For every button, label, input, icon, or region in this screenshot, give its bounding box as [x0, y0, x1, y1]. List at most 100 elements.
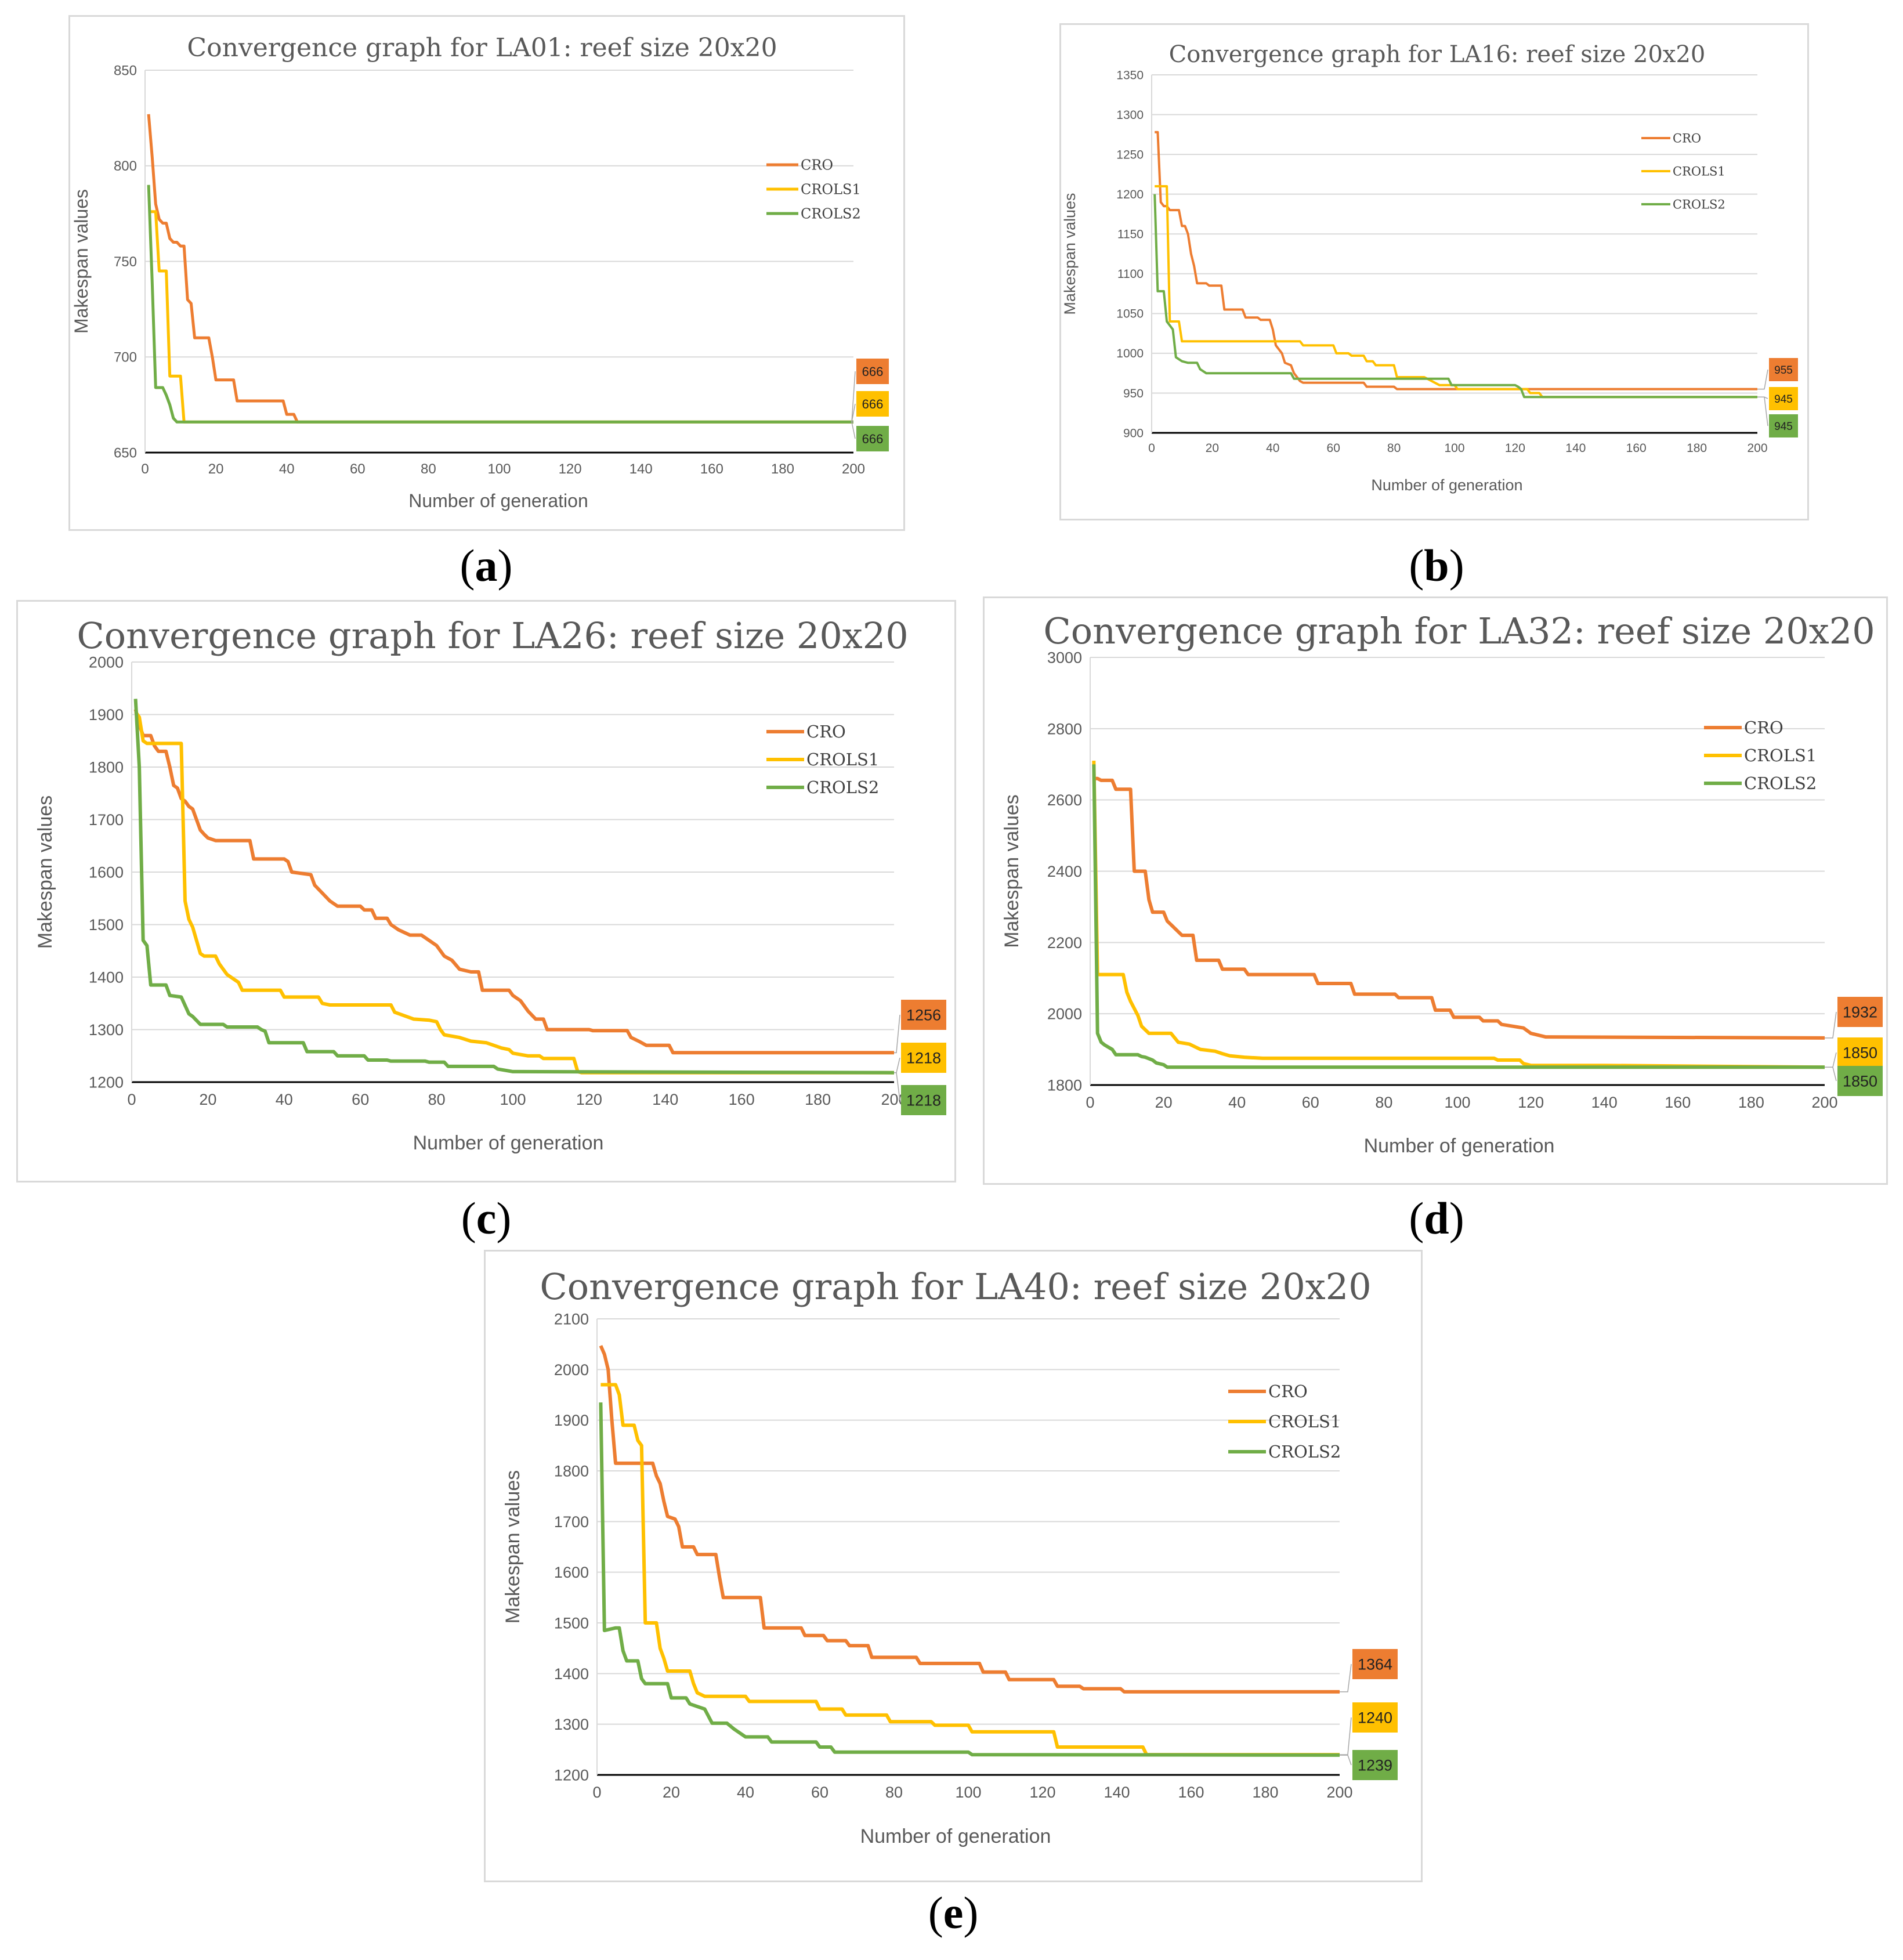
legend-label-crols1: CROLS1 — [806, 750, 879, 769]
panel-a: Convergence graph for LA01: reef size 20… — [68, 15, 905, 531]
series-line-crols2 — [1153, 194, 1757, 399]
x-axis-label: Number of generation — [1364, 1135, 1555, 1157]
data-label-leader — [1825, 1066, 1837, 1082]
y-tick-label: 850 — [114, 63, 137, 78]
data-label-leader — [894, 1057, 900, 1073]
x-tick-label: 80 — [1387, 442, 1401, 455]
x-tick-label: 160 — [1626, 442, 1647, 455]
y-tick-label: 1300 — [1116, 109, 1144, 122]
legend-label-cro: CRO — [1268, 1382, 1308, 1401]
x-tick-label: 60 — [352, 1091, 369, 1108]
x-axis-label: Number of generation — [1371, 476, 1522, 494]
x-tick-label: 0 — [127, 1091, 136, 1108]
x-tick-label: 140 — [1565, 442, 1586, 455]
data-label-crols2: 1218 — [906, 1092, 941, 1109]
x-tick-label: 60 — [350, 461, 366, 477]
data-label-cro: 955 — [1774, 364, 1793, 377]
caption-d: (d) — [1409, 1193, 1464, 1243]
y-tick-label: 2800 — [1047, 720, 1082, 737]
x-tick-label: 160 — [1178, 1784, 1204, 1801]
y-tick-label: 1300 — [89, 1021, 124, 1039]
y-tick-label: 1250 — [1116, 148, 1144, 161]
y-tick-label: 1900 — [89, 706, 124, 724]
y-tick-label: 900 — [1123, 426, 1144, 440]
series-line-crols2 — [599, 1402, 1340, 1757]
y-tick-label: 1100 — [1117, 267, 1144, 281]
data-label-box-crols1 — [1769, 387, 1798, 410]
x-tick-label: 0 — [1148, 442, 1155, 455]
x-tick-label: 160 — [700, 461, 723, 477]
legend-label-crols2: CROLS2 — [806, 778, 879, 797]
y-tick-label: 2000 — [554, 1361, 589, 1379]
data-label-box-crols2 — [1769, 414, 1798, 437]
series-line-crols1 — [1155, 185, 1757, 399]
data-label-leader — [894, 1014, 900, 1054]
x-tick-label: 40 — [737, 1784, 754, 1801]
y-tick-label: 650 — [114, 445, 137, 461]
data-label-cro: 666 — [862, 364, 884, 379]
x-tick-label: 120 — [576, 1091, 602, 1108]
x-tick-label: 140 — [1591, 1094, 1618, 1111]
data-label-crols2: 1850 — [1843, 1073, 1877, 1090]
y-tick-label: 1600 — [89, 863, 124, 881]
x-tick-label: 80 — [885, 1784, 903, 1801]
panel-b: Convergence graph for LA16: reef size 20… — [1059, 23, 1809, 520]
data-label-crols1: 1218 — [906, 1050, 941, 1067]
y-tick-label: 1200 — [89, 1073, 124, 1091]
legend-label-crols2: CROLS2 — [1673, 197, 1725, 211]
legend-label-cro: CRO — [1744, 718, 1783, 737]
y-tick-label: 1400 — [89, 968, 124, 986]
series-line-crols2 — [1092, 764, 1825, 1069]
x-tick-label: 120 — [1505, 442, 1525, 455]
legend-label-crols1: CROLS1 — [1268, 1412, 1341, 1431]
y-tick-label: 1400 — [554, 1665, 589, 1683]
series-line-crols1 — [1092, 761, 1825, 1069]
x-tick-label: 20 — [1155, 1094, 1173, 1111]
y-tick-label: 1600 — [554, 1564, 589, 1581]
data-label-leader — [1340, 1755, 1352, 1766]
data-label-box-crols1 — [856, 391, 889, 417]
x-tick-label: 120 — [559, 461, 582, 477]
x-tick-label: 140 — [1104, 1784, 1130, 1801]
x-tick-label: 180 — [1252, 1784, 1278, 1801]
y-tick-label: 800 — [114, 158, 137, 174]
x-tick-label: 120 — [1518, 1094, 1544, 1111]
data-label-leader — [894, 1072, 900, 1101]
x-tick-label: 100 — [500, 1091, 526, 1108]
x-tick-label: 40 — [279, 461, 295, 477]
x-tick-label: 180 — [771, 461, 794, 477]
data-label-box-cro — [1837, 997, 1883, 1027]
series-line-crols2 — [133, 699, 895, 1075]
data-label-cro: 1364 — [1358, 1656, 1392, 1673]
x-tick-label: 160 — [1665, 1094, 1691, 1111]
data-label-leader — [1757, 396, 1768, 426]
data-label-leader — [1340, 1717, 1352, 1755]
chart-b: Convergence graph for LA16: reef size 20… — [1061, 41, 1798, 494]
caption-a: (a) — [460, 540, 513, 591]
y-tick-label: 700 — [114, 350, 137, 366]
y-tick-label: 1350 — [1116, 68, 1144, 82]
y-tick-label: 1700 — [89, 811, 124, 829]
chart-title: Convergence graph for LA32: reef size 20… — [1043, 610, 1875, 652]
x-tick-label: 100 — [1444, 442, 1464, 455]
y-tick-label: 2600 — [1047, 791, 1082, 809]
x-axis-label: Number of generation — [413, 1132, 604, 1154]
caption-c: (c) — [461, 1193, 512, 1243]
y-axis-label: Makespan values — [34, 795, 56, 949]
data-label-crols2: 945 — [1774, 421, 1793, 433]
data-label-box-crols1 — [1837, 1037, 1883, 1068]
x-tick-label: 140 — [652, 1091, 678, 1108]
x-tick-label: 100 — [487, 461, 511, 477]
panel-c: Convergence graph for LA26: reef size 20… — [16, 600, 956, 1182]
x-tick-label: 60 — [811, 1784, 829, 1801]
x-tick-label: 140 — [629, 461, 653, 477]
x-tick-label: 80 — [1375, 1094, 1392, 1111]
x-tick-label: 40 — [1228, 1094, 1246, 1111]
legend-label-crols1: CROLS1 — [1673, 164, 1725, 178]
data-label-box-crols2 — [1352, 1750, 1398, 1780]
series-line-crols1 — [600, 1383, 1340, 1757]
x-tick-label: 40 — [1266, 442, 1279, 455]
y-tick-label: 1500 — [554, 1614, 589, 1632]
y-tick-label: 1200 — [1116, 188, 1144, 201]
x-tick-label: 120 — [1029, 1784, 1055, 1801]
